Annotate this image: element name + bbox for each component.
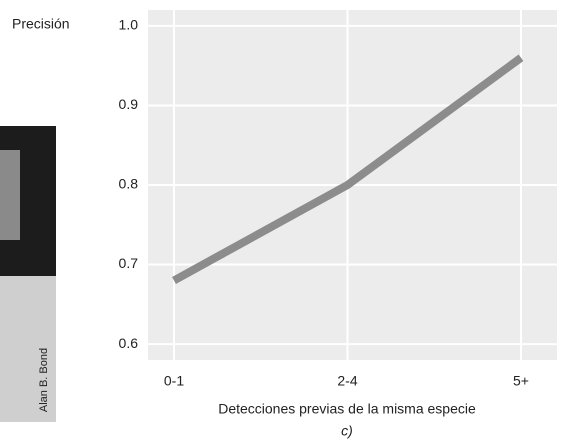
photo-floor <box>0 276 56 422</box>
panel-label: c) <box>341 423 353 439</box>
x-axis-label: Detecciones previas de la misma especie <box>218 401 476 417</box>
x-tick-label: 2-4 <box>337 373 357 389</box>
y-tick-label: 0.7 <box>119 255 139 271</box>
y-tick-label: 0.8 <box>119 176 139 192</box>
photo: Alan B. Bond <box>0 126 56 422</box>
photo-credit: Alan B. Bond <box>38 348 50 412</box>
y-tick-label: 1.0 <box>119 17 139 33</box>
y-tick-label: 0.9 <box>119 96 139 112</box>
y-axis-label: Precisión <box>12 16 70 32</box>
y-tick-label: 0.6 <box>119 335 139 351</box>
x-tick-label: 5+ <box>513 373 529 389</box>
photo-specimen <box>0 150 20 240</box>
x-tick-label: 0-1 <box>164 373 184 389</box>
data-line <box>172 54 524 284</box>
